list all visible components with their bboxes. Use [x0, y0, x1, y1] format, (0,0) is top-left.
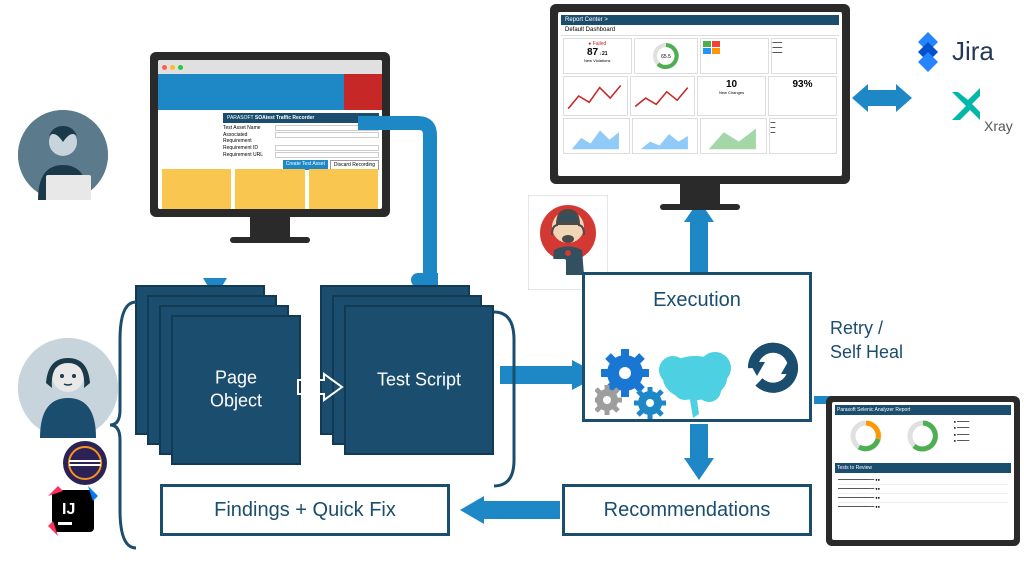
execution-label: Execution	[653, 289, 741, 312]
report-title: Parasoft Selenic Analyzer Report	[835, 405, 1011, 415]
intellij-text: IJ	[62, 501, 75, 518]
monitor-report: Parasoft Selenic Analyzer Report ● ━━━━━…	[826, 396, 1020, 546]
form-field-1: Test Asset Name	[223, 125, 273, 131]
self-heal-label: Self Heal	[830, 342, 903, 363]
avatar-user-2	[18, 338, 118, 438]
execution-gears	[595, 328, 805, 433]
arrow-monitor-to-test-script	[358, 115, 438, 305]
form-field-3: Requirement ID	[223, 145, 273, 151]
xray-label: Xray	[984, 118, 1013, 134]
recommendations-box: Recommendations	[562, 484, 812, 536]
test-script-label: Test Script	[346, 370, 492, 391]
findings-label: Findings + Quick Fix	[214, 499, 396, 522]
xray-logo	[948, 88, 986, 131]
arrow-execution-to-dashboard	[684, 200, 714, 272]
page-object-label: PageObject	[173, 367, 299, 414]
eclipse-icon	[62, 440, 108, 486]
recorder-title: SOAtest Traffic Recorder	[255, 115, 314, 121]
dash-title: Default Dashboard	[565, 27, 615, 33]
monitor-dashboard: Report Center > Default Dashboard ● Fail…	[550, 4, 850, 210]
avatar-user-1	[18, 110, 108, 200]
form-field-4: Requirement URL	[223, 152, 273, 158]
jira-label: Jira	[952, 36, 994, 67]
retry-label: Retry /	[830, 318, 883, 339]
report-section: Tests to Review	[835, 463, 1011, 473]
arrow-execution-to-recommendations	[684, 424, 714, 480]
jira-logo	[906, 30, 950, 79]
brace-left	[108, 300, 138, 550]
arrow-dashboard-jira	[852, 84, 912, 112]
recorder-brand: PARASOFT	[227, 115, 254, 121]
findings-box: Findings + Quick Fix	[160, 484, 450, 536]
arrow-pageobject-to-testscript	[296, 372, 346, 402]
monitor-recorder: PARASOFT SOAtest Traffic Recorder Test A…	[150, 52, 390, 243]
metric1: 87	[587, 47, 598, 58]
form-field-2: Associated Requirement	[223, 132, 273, 144]
intellij-icon: IJ	[48, 486, 98, 536]
arrow-recommendations-to-findings	[460, 496, 560, 524]
connector-script-findings	[490, 310, 530, 490]
svg-text:65.5: 65.5	[661, 54, 671, 60]
recommendations-label: Recommendations	[604, 499, 771, 522]
